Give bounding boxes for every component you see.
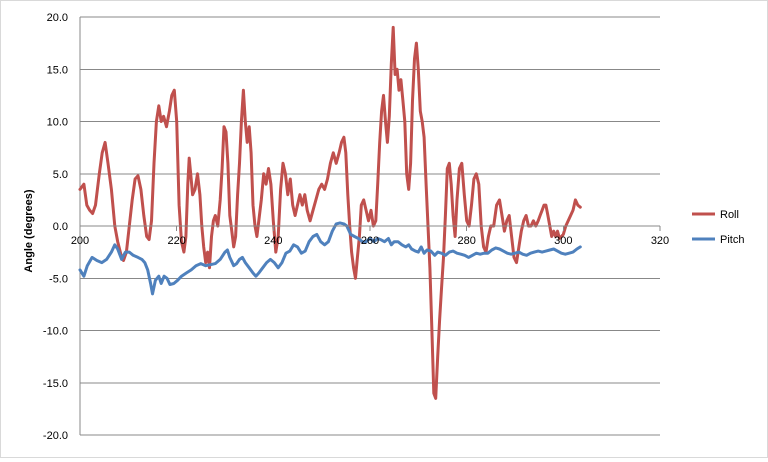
x-axis-tick-labels: 200 220 240 260 280 300 320 [71,235,669,247]
y-tick-label: 10.0 [47,117,68,129]
y-tick-label: 0.0 [53,221,68,233]
legend: Roll Pitch [692,209,744,246]
plot-series [78,25,582,400]
x-tick-label: 240 [264,235,282,247]
y-tick-label: -5.0 [49,273,68,285]
x-tick-label: 300 [554,235,572,247]
y-axis-tick-labels: 20.0 15.0 10.0 5.0 0.0 -5.0 -10.0 -15.0 -20.0 [43,12,68,442]
x-tick-label: 260 [361,235,379,247]
legend-label-roll: Roll [720,209,739,221]
x-tick-label: 200 [71,235,89,247]
series-line-roll [78,25,582,400]
y-tick-label: 5.0 [53,169,68,181]
x-axis [79,225,661,231]
x-tick-label: 280 [457,235,475,247]
series-line-pitch [78,221,582,296]
y-tick-label: -15.0 [43,378,68,390]
y-axis-title: Angle (degrees) [23,189,35,272]
legend-label-pitch: Pitch [720,234,744,246]
y-tick-label: -20.0 [43,430,68,442]
x-tick-label: 320 [651,235,669,247]
y-tick-label: 15.0 [47,64,68,76]
y-tick-label: 20.0 [47,12,68,24]
y-tick-label: -10.0 [43,326,68,338]
x-tick-label: 220 [167,235,185,247]
